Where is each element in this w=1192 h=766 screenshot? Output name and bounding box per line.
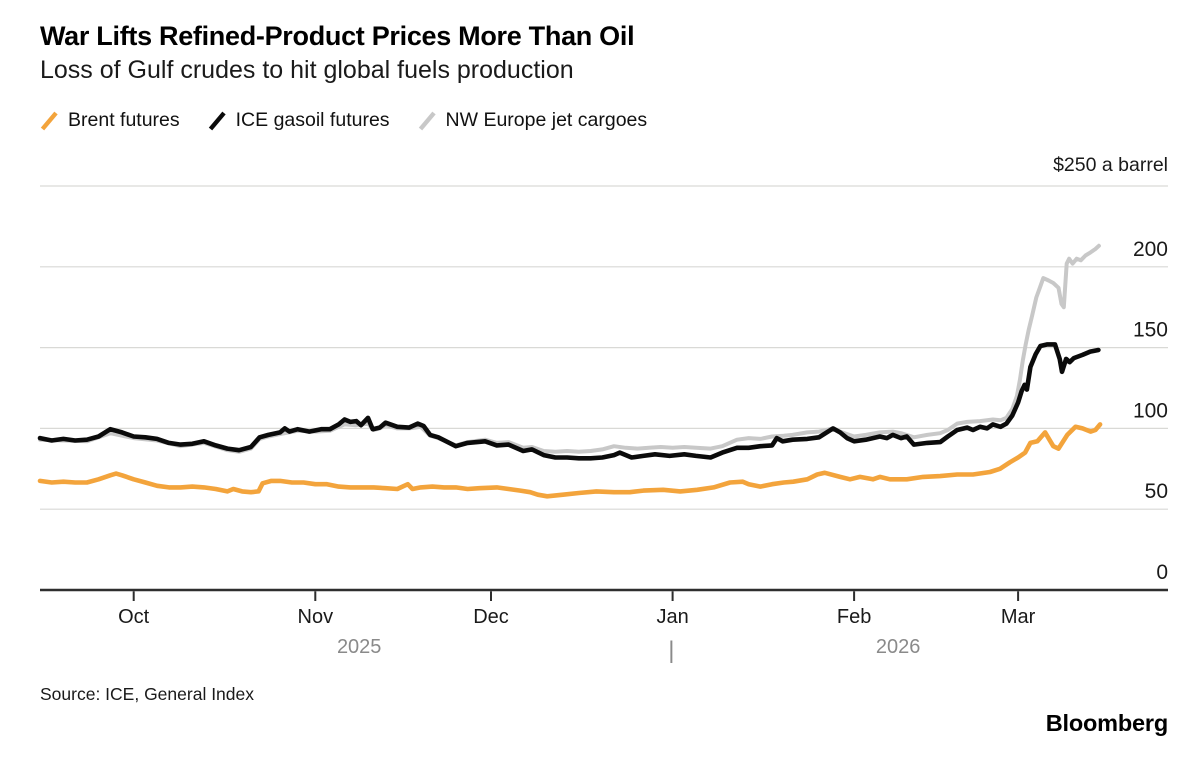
x-tick-label-oct: Oct — [118, 606, 150, 628]
page-title: War Lifts Refined-Product Prices More Th… — [40, 21, 635, 51]
legend-slash-swatch-icon — [208, 111, 226, 130]
x-tick-label-feb: Feb — [837, 606, 871, 628]
source-note: Source: ICE, General Index — [40, 684, 254, 704]
y-tick-label-100: 100 — [1133, 399, 1168, 422]
y-tick-label-200: 200 — [1133, 238, 1168, 261]
y-tick-label-150: 150 — [1133, 319, 1168, 342]
legend-slash-swatch-icon — [418, 111, 436, 130]
x-tick-label-dec: Dec — [473, 606, 509, 628]
legend-slash-swatch-icon — [40, 111, 58, 130]
year-divider: | — [668, 637, 674, 664]
year-label-2026: 2026 — [876, 636, 921, 658]
x-tick-label-nov: Nov — [298, 606, 334, 628]
legend-item-label: NW Europe jet cargoes — [445, 109, 648, 131]
y-axis-unit-label: $250 a barrel — [1053, 154, 1168, 176]
legend-item-ice-gasoil-futures: ICE gasoil futures — [208, 109, 390, 132]
legend-item-label: Brent futures — [68, 109, 180, 131]
x-tick-label-mar: Mar — [1001, 606, 1036, 628]
series-line-ice-gasoil-futures — [37, 342, 1101, 461]
bloomberg-logo: Bloomberg — [1045, 710, 1168, 736]
year-label-2025: 2025 — [337, 636, 382, 658]
series-line-nw-europe-jet-cargoes — [38, 243, 1101, 454]
y-tick-label-0: 0 — [1156, 561, 1168, 584]
legend-item-brent-futures: Brent futures — [40, 109, 180, 132]
x-tick-label-jan: Jan — [656, 606, 688, 628]
legend: Brent futures ICE gasoil futures NW Europe… — [40, 109, 647, 132]
series-line-brent-futures — [37, 422, 1103, 499]
y-tick-label-50: 50 — [1145, 480, 1168, 503]
legend-item-label: ICE gasoil futures — [235, 109, 390, 131]
legend-item-nw-europe-jet-cargoes: NW Europe jet cargoes — [418, 109, 648, 132]
page-subtitle: Loss of Gulf crudes to hit global fuels … — [40, 56, 574, 84]
